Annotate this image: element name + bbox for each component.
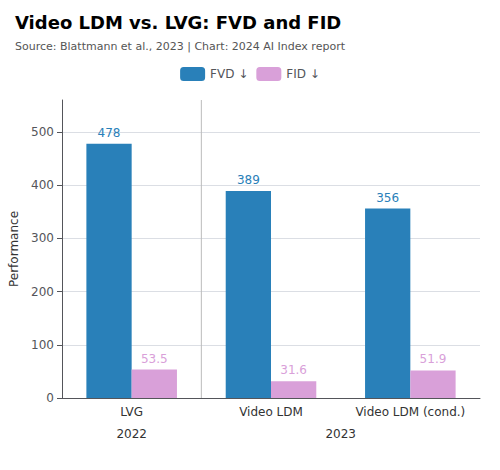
svg-text:0: 0 — [46, 391, 54, 405]
svg-text:FVD ↓: FVD ↓ — [210, 67, 248, 81]
svg-text:200: 200 — [31, 285, 54, 299]
svg-text:400: 400 — [31, 178, 54, 192]
svg-text:478: 478 — [98, 126, 121, 140]
svg-text:300: 300 — [31, 231, 54, 245]
svg-text:LVG: LVG — [120, 405, 143, 419]
svg-text:2023: 2023 — [325, 427, 356, 441]
svg-text:100: 100 — [31, 338, 54, 352]
svg-text:2022: 2022 — [116, 427, 147, 441]
svg-text:FID ↓: FID ↓ — [286, 67, 320, 81]
svg-text:51.9: 51.9 — [420, 352, 447, 366]
svg-text:356: 356 — [376, 191, 399, 205]
svg-text:500: 500 — [31, 125, 54, 139]
svg-text:31.6: 31.6 — [280, 363, 307, 377]
svg-text:Video LDM vs. LVG: FVD and FID: Video LDM vs. LVG: FVD and FID — [15, 12, 341, 33]
svg-text:389: 389 — [237, 173, 260, 187]
svg-text:Source: Blattmann et al., 2023: Source: Blattmann et al., 2023 | Chart: … — [15, 40, 346, 53]
svg-text:Video LDM (cond.): Video LDM (cond.) — [355, 405, 465, 419]
svg-text:Performance: Performance — [7, 211, 21, 287]
svg-text:53.5: 53.5 — [141, 352, 168, 366]
svg-text:Video LDM: Video LDM — [239, 405, 303, 419]
